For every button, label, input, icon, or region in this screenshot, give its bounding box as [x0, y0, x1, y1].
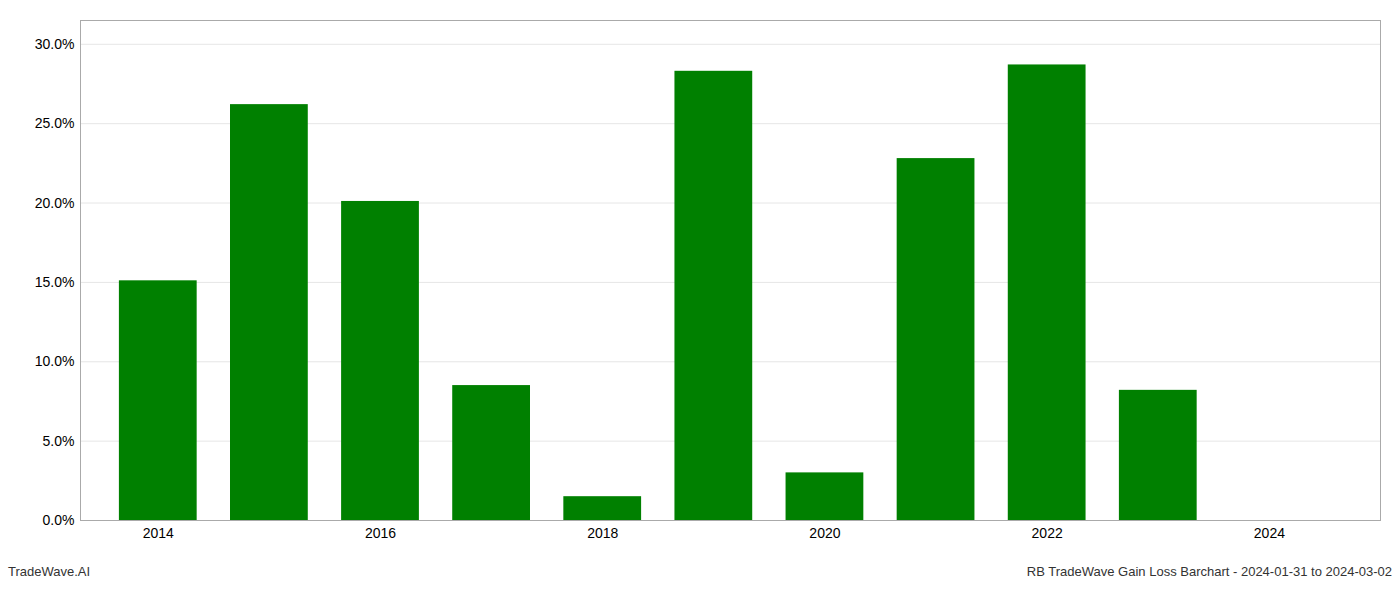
svg-text:30.0%: 30.0%	[35, 36, 75, 52]
html-text:TradeWave.AI: TradeWave.AI	[8, 564, 91, 579]
svg-text:25.0%: 25.0%	[35, 115, 75, 131]
svg-text:10.0%: 10.0%	[35, 353, 75, 369]
svg-text:2024: 2024	[1254, 525, 1285, 541]
html-text:RB TradeWave Gain Loss Barchar: RB TradeWave Gain Loss Barchart - 2024-0…	[1026, 564, 1392, 579]
svg-text:2020: 2020	[809, 525, 840, 541]
svg-text:15.0%: 15.0%	[35, 274, 75, 290]
svg-text:20.0%: 20.0%	[35, 195, 75, 211]
svg-text:5.0%: 5.0%	[43, 433, 75, 449]
svg-text:0.0%: 0.0%	[43, 512, 75, 528]
svg-text:2022: 2022	[1032, 525, 1063, 541]
svg-text:2018: 2018	[587, 525, 618, 541]
svg-text:2016: 2016	[365, 525, 396, 541]
svg-text:2014: 2014	[143, 525, 174, 541]
